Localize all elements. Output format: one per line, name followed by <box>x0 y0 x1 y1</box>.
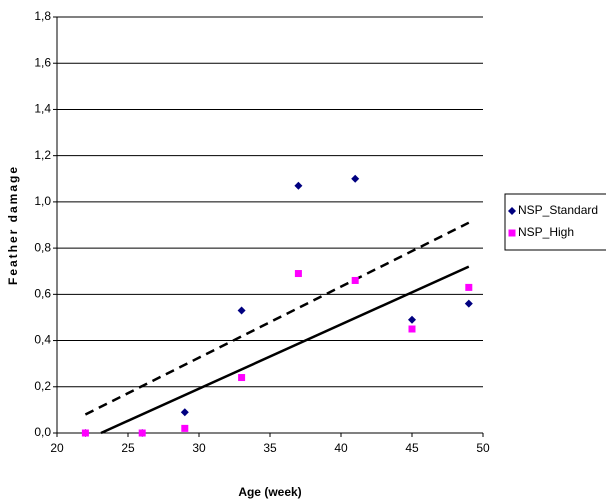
point <box>351 174 360 183</box>
y-tick-label: 0,6 <box>34 287 51 301</box>
x-axis-title: Age (week) <box>238 485 301 499</box>
y-tick-label: 0,8 <box>34 240 51 254</box>
point <box>138 429 146 437</box>
legend-box <box>504 193 606 251</box>
x-tick-label: 50 <box>476 441 490 455</box>
y-tick-label: 1,6 <box>34 55 51 69</box>
y-tick-label: 1,0 <box>34 194 51 208</box>
trendline <box>84 221 470 416</box>
point <box>180 408 189 417</box>
x-tick-label: 20 <box>50 441 64 455</box>
point <box>464 299 473 308</box>
point <box>294 181 303 190</box>
legend-label: NSP_Standard <box>518 203 598 217</box>
point <box>408 325 416 333</box>
x-tick-label: 30 <box>192 441 206 455</box>
legend-marker <box>508 229 516 237</box>
y-tick-label: 1,2 <box>34 148 51 162</box>
y-tick-label: 1,4 <box>34 102 51 116</box>
point <box>237 306 246 315</box>
point <box>181 424 189 432</box>
y-tick-label: 1,8 <box>34 9 51 23</box>
x-tick-label: 35 <box>263 441 277 455</box>
point <box>351 276 359 284</box>
x-tick-label: 25 <box>121 441 135 455</box>
y-tick-label: 0,0 <box>34 425 51 439</box>
point <box>238 374 246 382</box>
x-tick-label: 45 <box>405 441 419 455</box>
legend-label: NSP_High <box>518 225 574 239</box>
y-tick-label: 0,2 <box>34 379 51 393</box>
x-tick-label: 40 <box>334 441 348 455</box>
point <box>294 270 302 278</box>
trendline <box>100 265 470 435</box>
point <box>465 283 473 291</box>
y-tick-label: 0,4 <box>34 333 51 347</box>
point <box>81 429 89 437</box>
point <box>408 315 416 324</box>
y-axis-title: Feather damage <box>6 165 20 285</box>
legend-marker <box>508 207 516 215</box>
